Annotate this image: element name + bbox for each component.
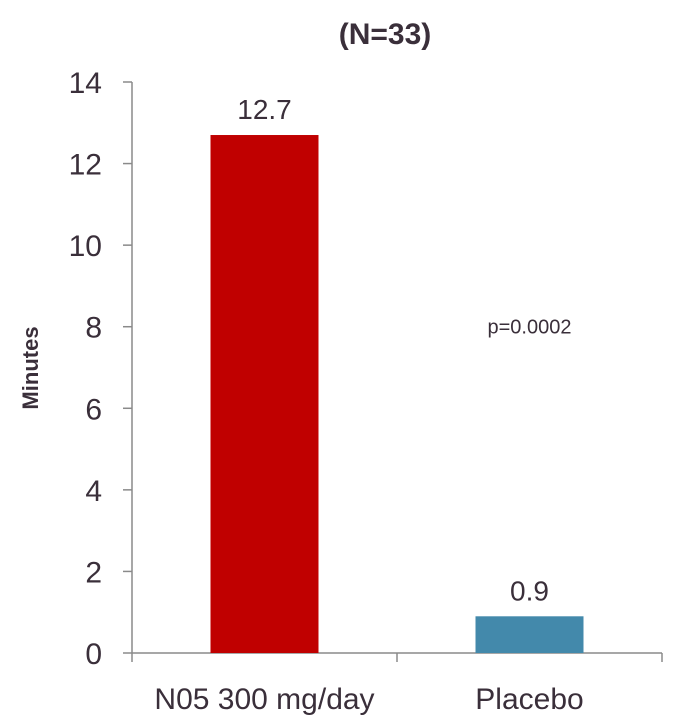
x-ticks-group: [131, 653, 663, 662]
annotations-group: p=0.0002: [488, 317, 572, 339]
y-axis-label: Minutes: [18, 326, 43, 409]
bar-1: [210, 135, 319, 653]
p-value-annotation: p=0.0002: [488, 317, 572, 339]
bars-group: [210, 135, 584, 653]
y-tick-label: 4: [85, 475, 102, 508]
bar-value-label: 0.9: [510, 575, 549, 606]
category-labels-group: N05 300 mg/day Placebo: [154, 683, 583, 716]
chart-title: (N=33): [339, 18, 432, 51]
y-tick-label: 6: [85, 393, 102, 426]
category-label: Placebo: [475, 683, 583, 716]
bar-value-label: 12.7: [237, 94, 292, 125]
y-tick-label: 14: [69, 67, 102, 100]
bar-2: [475, 616, 584, 653]
y-ticks-group: 0 2 4 6 8 10 12 14: [69, 67, 132, 671]
y-tick-label: 0: [85, 638, 102, 671]
value-labels-group: 12.7 0.9: [237, 94, 549, 606]
y-tick-label: 8: [85, 312, 102, 345]
y-tick-label: 10: [69, 230, 102, 263]
category-label: N05 300 mg/day: [154, 683, 374, 716]
y-tick-label: 12: [69, 149, 102, 182]
y-tick-label: 2: [85, 556, 102, 589]
